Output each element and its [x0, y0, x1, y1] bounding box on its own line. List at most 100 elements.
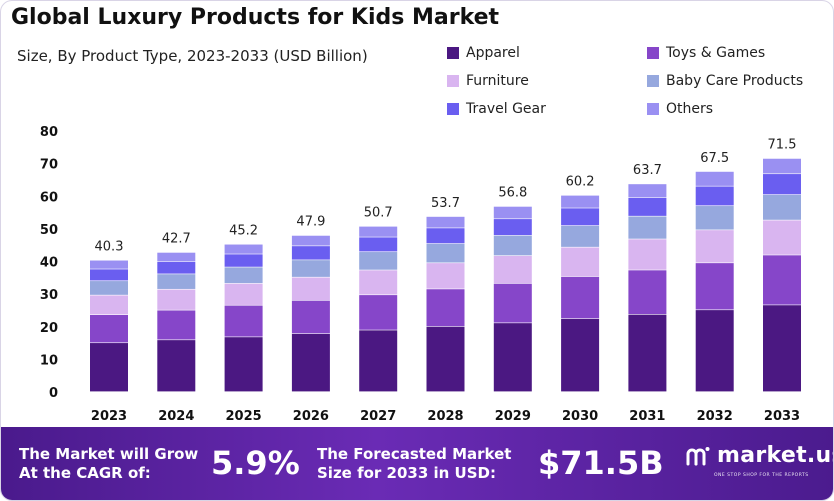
chart-subtitle: Size, By Product Type, 2023-2033 (USD Bi…: [17, 47, 368, 65]
y-tick-label: 10: [40, 353, 58, 368]
bar-total-label: 67.5: [700, 151, 729, 166]
bar-segment-others: [628, 184, 667, 198]
bar-segment-baby-care-products: [291, 260, 330, 277]
y-tick-label: 20: [40, 321, 58, 336]
legend-swatch: [447, 75, 459, 87]
legend-swatch: [647, 47, 659, 59]
bar-segment-travel-gear: [90, 269, 128, 281]
bar-segment-travel-gear: [291, 246, 330, 260]
forecast-label-line2: Size for 2033 in USD:: [317, 464, 496, 482]
legend-item-others: Others: [647, 101, 713, 117]
bar-segment-furniture: [695, 230, 734, 263]
bar-segment-others: [90, 260, 128, 269]
x-tick-label: 2024: [158, 409, 194, 424]
brand-name: market.us: [717, 443, 834, 468]
bar-segment-apparel: [157, 340, 196, 392]
legend-label: Furniture: [466, 73, 529, 89]
brand-logo: market.us ONE STOP SHOP FOR THE REPORTS: [685, 443, 834, 478]
bar-segment-others: [426, 216, 465, 228]
bar-segment-baby-care-products: [90, 281, 128, 295]
bar-segment-toys-games: [493, 283, 532, 323]
y-tick-label: 80: [40, 125, 58, 140]
bar-segment-apparel: [291, 333, 330, 392]
bar-segment-baby-care-products: [695, 206, 734, 230]
bar-segment-travel-gear: [628, 197, 667, 216]
legend-item-baby-care: Baby Care Products: [647, 73, 803, 89]
legend-swatch: [447, 103, 459, 115]
cagr-value: 5.9%: [211, 444, 300, 482]
bar-segment-toys-games: [157, 310, 196, 340]
bar-total-label: 63.7: [633, 163, 662, 178]
bar-total-label: 45.2: [229, 224, 258, 239]
bar-segment-travel-gear: [157, 261, 196, 274]
x-tick-label: 2025: [226, 409, 262, 424]
x-tick-label: 2032: [697, 409, 733, 424]
legend-label: Toys & Games: [666, 45, 766, 61]
bar-total-label: 53.7: [431, 196, 460, 211]
bar-segment-others: [763, 158, 801, 174]
bar-segment-furniture: [359, 270, 398, 295]
legend-label: Baby Care Products: [666, 73, 804, 89]
bar-segment-others: [561, 195, 600, 208]
bar-segment-travel-gear: [359, 237, 398, 252]
bar-segment-apparel: [763, 305, 801, 392]
legend-label: Apparel: [466, 45, 520, 61]
bar-segment-travel-gear: [224, 254, 263, 267]
forecast-label-line1: The Forecasted Market: [317, 445, 512, 463]
bar-total-label: 60.2: [566, 175, 595, 190]
y-tick-label: 0: [49, 386, 58, 401]
forecast-value: $71.5B: [538, 444, 664, 482]
bar-segment-furniture: [157, 289, 196, 310]
cagr-label-line1: The Market will Grow: [19, 445, 199, 463]
bar-segment-toys-games: [561, 276, 600, 319]
x-tick-label: 2030: [562, 409, 598, 424]
bar-segment-apparel: [628, 314, 667, 392]
bar-segment-furniture: [426, 263, 465, 289]
bar-segment-others: [224, 244, 263, 254]
forecast-label: The Forecasted Market Size for 2033 in U…: [317, 445, 511, 483]
chart-title: Global Luxury Products for Kids Market: [11, 5, 500, 30]
legend-swatch: [647, 103, 659, 115]
bar-segment-apparel: [695, 310, 734, 392]
bar-segment-baby-care-products: [426, 243, 465, 263]
bar-segment-baby-care-products: [224, 267, 263, 284]
y-tick-label: 70: [40, 158, 58, 173]
bar-total-label: 50.7: [364, 206, 393, 221]
bar-total-label: 42.7: [162, 232, 191, 247]
market-us-logo-icon: [686, 446, 710, 465]
bar-segment-furniture: [224, 283, 263, 305]
bar-segment-toys-games: [291, 300, 330, 334]
legend-swatch: [447, 47, 459, 59]
legend-swatch: [647, 75, 659, 87]
x-tick-label: 2023: [91, 409, 127, 424]
legend-item-travel-gear: Travel Gear: [447, 101, 546, 117]
bar-segment-furniture: [291, 277, 330, 301]
brand-tagline: ONE STOP SHOP FOR THE REPORTS: [714, 473, 809, 478]
legend-label: Others: [666, 101, 714, 117]
bar-segment-baby-care-products: [561, 225, 600, 247]
bar-segment-travel-gear: [426, 228, 465, 244]
bar-segment-apparel: [90, 343, 128, 392]
bar-segment-baby-care-products: [493, 235, 532, 256]
bar-segment-apparel: [359, 330, 398, 392]
bar-segment-baby-care-products: [763, 194, 801, 220]
cagr-label-line2: At the CAGR of:: [19, 464, 151, 482]
bar-segment-baby-care-products: [359, 252, 398, 270]
x-tick-label: 2031: [629, 409, 665, 424]
bar-total-label: 47.9: [296, 215, 325, 230]
legend-item-furniture: Furniture: [447, 73, 529, 89]
bar-total-label: 56.8: [498, 186, 527, 201]
bar-segment-toys-games: [224, 305, 263, 337]
bar-segment-travel-gear: [561, 208, 600, 226]
y-tick-label: 40: [40, 256, 58, 271]
bar-segment-toys-games: [763, 255, 801, 305]
bar-segment-others: [695, 171, 734, 186]
bar-segment-apparel: [224, 337, 263, 392]
x-tick-label: 2027: [360, 409, 396, 424]
bar-segment-furniture: [628, 239, 667, 270]
bar-segment-furniture: [493, 255, 532, 284]
bar-segment-toys-games: [628, 270, 667, 315]
bar-segment-toys-games: [359, 295, 398, 330]
footer-banner: The Market will Grow At the CAGR of: 5.9…: [1, 427, 834, 500]
